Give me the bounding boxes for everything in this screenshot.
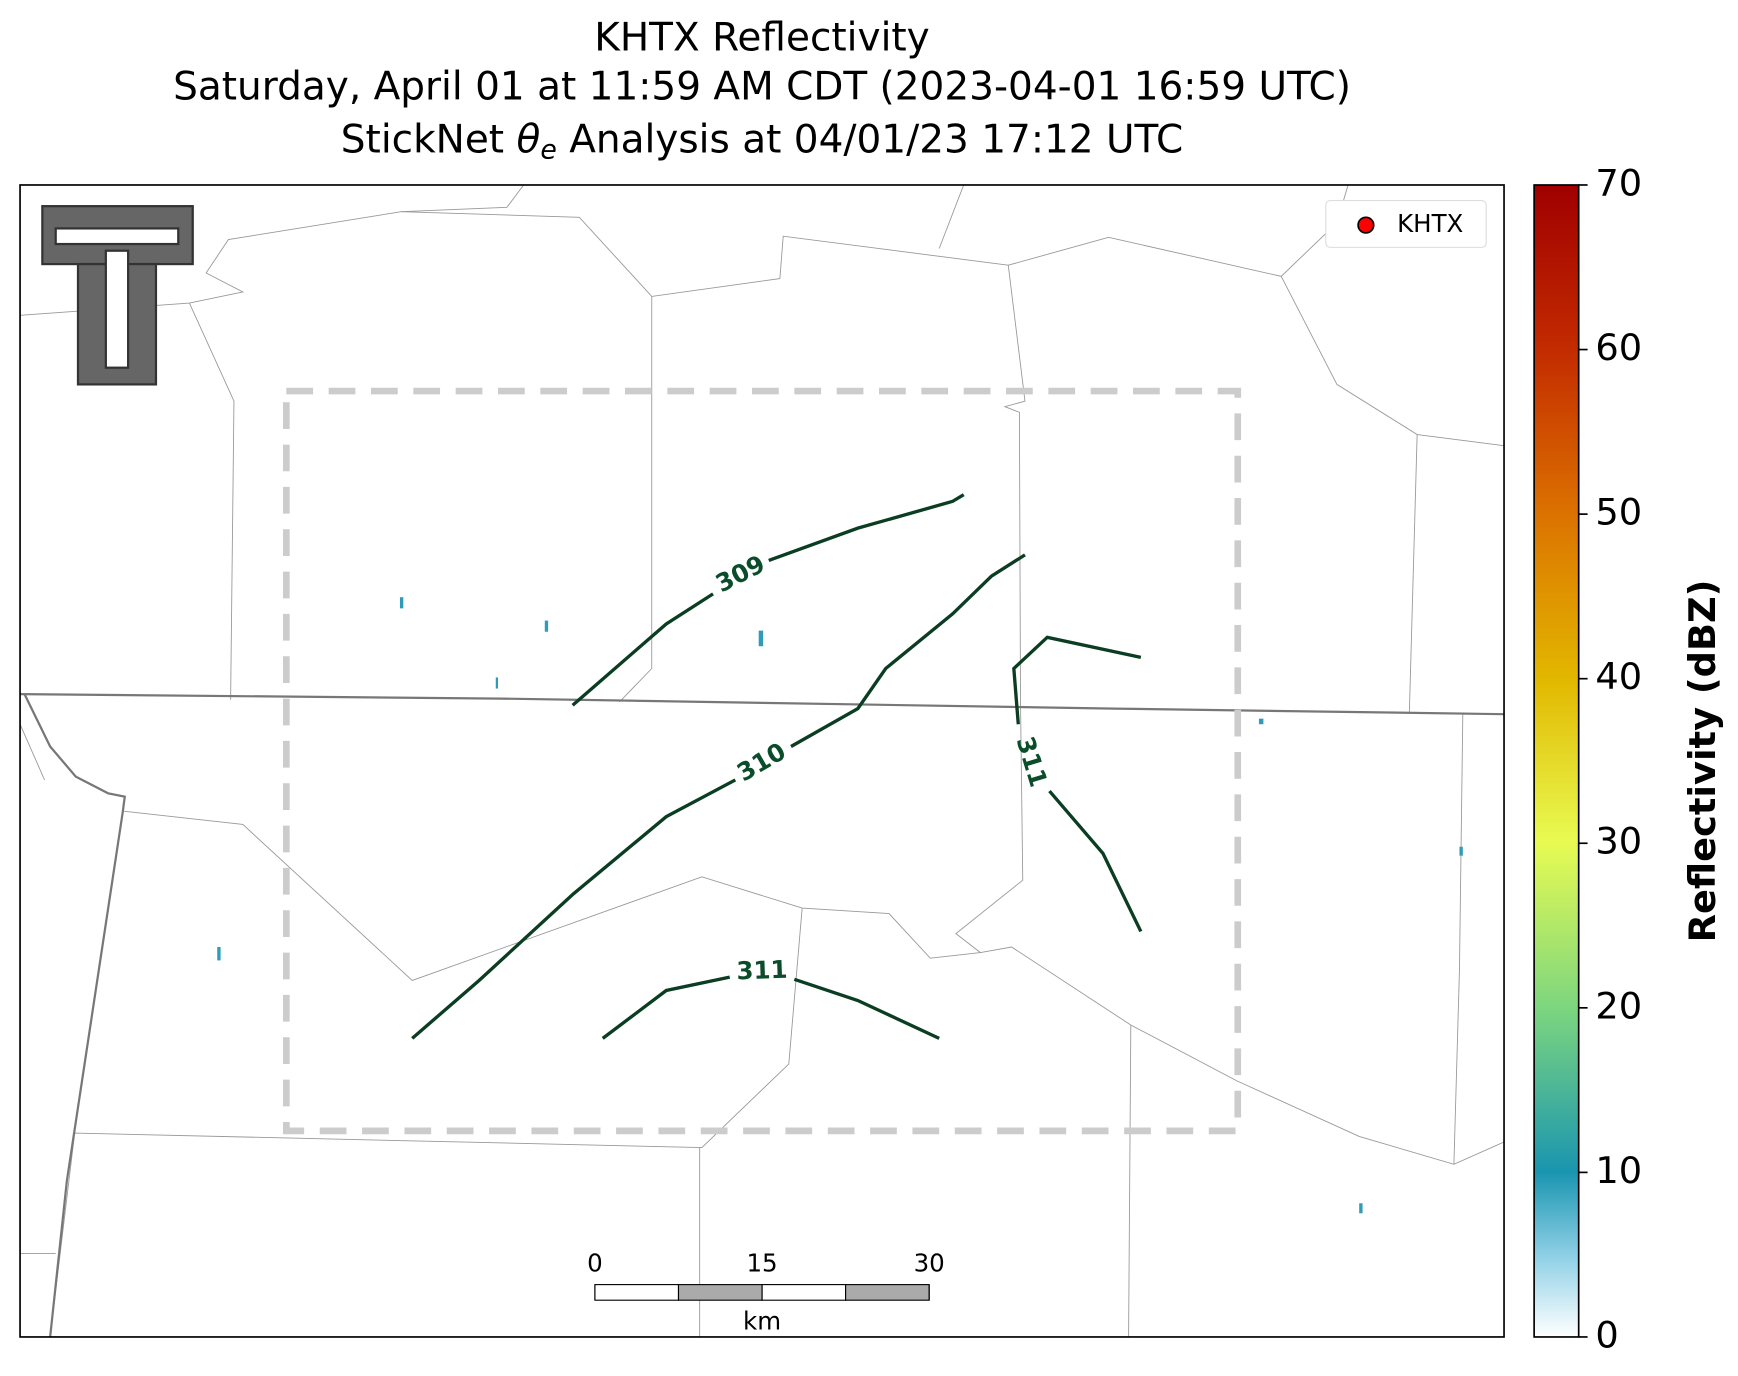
state-line	[23, 693, 127, 1337]
legend-label: KHTX	[1397, 209, 1463, 238]
title-line: KHTX Reflectivity	[594, 16, 929, 61]
scale-segment	[845, 1284, 930, 1301]
scale-tick-label: 30	[914, 1249, 945, 1278]
scale-segment	[677, 1284, 763, 1301]
legend-box	[1325, 200, 1487, 248]
colorbar: Reflectivity (dBZ) 0 10 20 30 40 50 60 70	[1533, 161, 1724, 1356]
colorbar-tick-label: 20	[1595, 984, 1642, 1027]
scale-segment	[594, 1284, 680, 1301]
colorbar-tick-label: 40	[1595, 655, 1642, 698]
colorbar-tick-label: 50	[1595, 491, 1642, 534]
colorbar-tick-label: 30	[1595, 820, 1642, 863]
map-frame	[19, 184, 1505, 1338]
theta-e-contours: 309 310 311 311	[411, 493, 1143, 1040]
scale-segment	[761, 1284, 847, 1301]
map: 309 310 311 311 0 15 30 km	[20, 184, 1505, 1337]
scale-tick-label: 15	[746, 1249, 777, 1278]
ttu-logo	[41, 205, 194, 386]
colorbar-tick-label: 60	[1595, 326, 1642, 369]
scale-bar: 0 15 30 km	[587, 1249, 945, 1336]
radar-echoes	[217, 597, 1463, 1214]
title-line: Saturday, April 01 at 11:59 AM CDT (2023…	[173, 65, 1351, 110]
contour-label: 310	[732, 737, 791, 788]
colorbar-label: Reflectivity (dBZ)	[1681, 580, 1724, 943]
contour-label: 311	[736, 955, 788, 986]
analysis-domain	[282, 387, 1242, 1135]
legend: KHTX	[1325, 200, 1487, 248]
contour-label: 311	[1011, 733, 1054, 790]
scale-unit: km	[743, 1306, 781, 1335]
contour-label: 309	[711, 549, 770, 598]
state-line	[20, 693, 1505, 716]
title-text: Analysis at 04/01/23 17:12 UTC	[557, 117, 1183, 162]
colorbar-scale	[1533, 184, 1580, 1338]
county-lines	[20, 184, 1505, 1337]
legend-marker	[1357, 216, 1375, 234]
colorbar-tick-label: 10	[1595, 1149, 1642, 1192]
scale-tick-label: 0	[587, 1249, 603, 1278]
title-line: StickNet θe Analysis at 04/01/23 17:12 U…	[341, 117, 1184, 165]
title-text: StickNet	[341, 117, 517, 162]
title-subscript: e	[540, 134, 556, 165]
title-theta: θ	[516, 117, 540, 162]
colorbar-tick-label: 70	[1595, 161, 1642, 204]
colorbar-tick-label: 0	[1595, 1313, 1618, 1356]
